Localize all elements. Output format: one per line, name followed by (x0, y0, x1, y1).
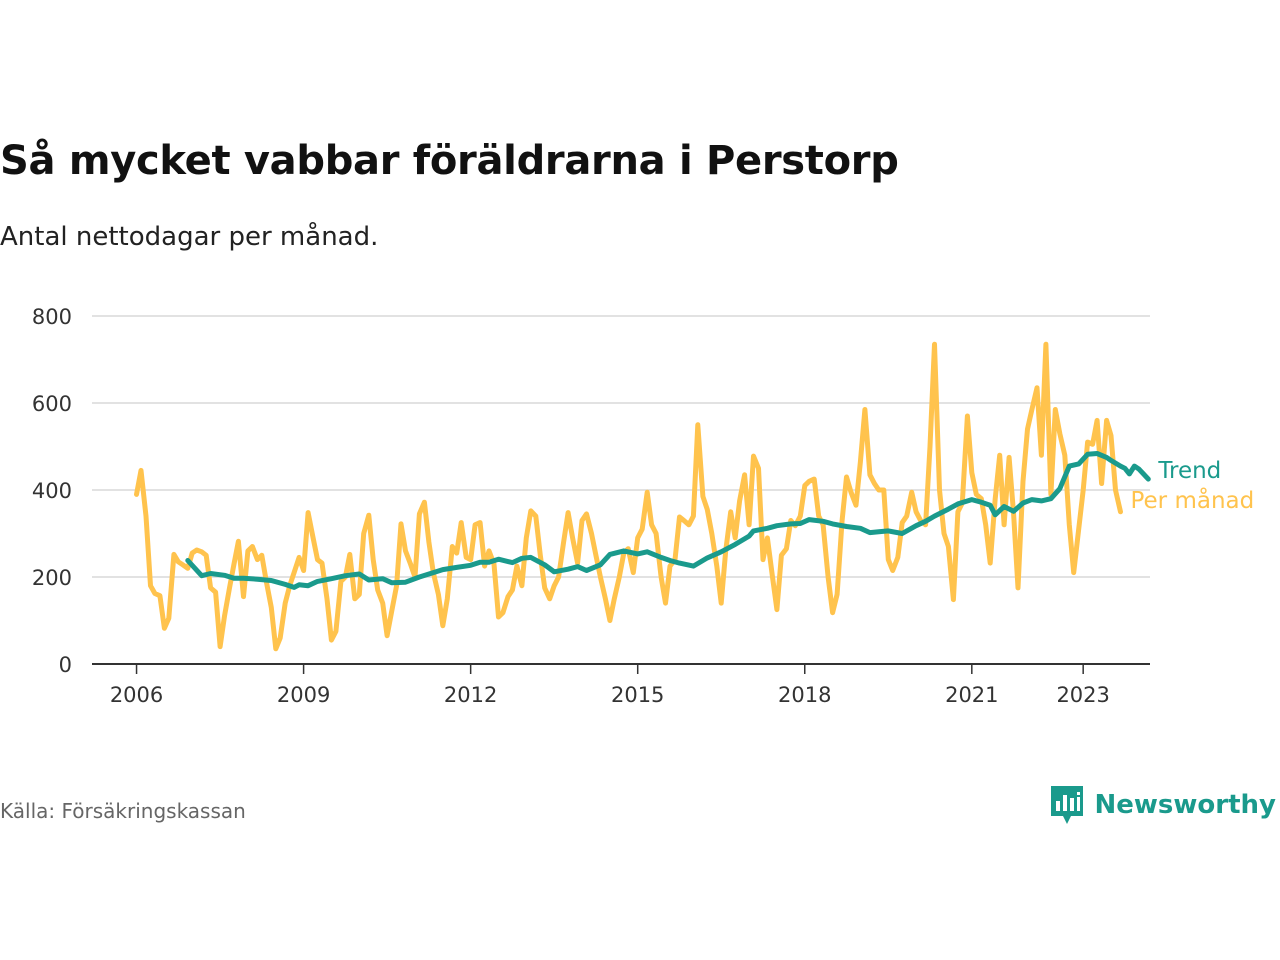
series-line-per-manad (134, 341, 1123, 652)
newsworthy-logo-icon (1050, 786, 1083, 824)
series-lines (134, 341, 1151, 652)
x-tick-label: 2018 (778, 683, 831, 707)
legend-label-trend: Trend (1157, 458, 1221, 484)
brand-name: Newsworthy (1094, 790, 1276, 820)
series-line-trend (185, 451, 1151, 590)
x-tick-label: 2015 (611, 683, 664, 707)
x-tick-label: 2006 (110, 683, 163, 707)
chart-subtitle: Antal nettodagar per månad. (0, 222, 379, 252)
newsworthy-brand[interactable]: Newsworthy (1049, 784, 1276, 826)
x-tick-label: 2009 (277, 683, 330, 707)
x-tick-label: 2021 (945, 683, 998, 707)
y-tick-label: 600 (32, 392, 72, 416)
y-tick-label: 800 (32, 305, 72, 329)
y-tick-label: 0 (59, 653, 72, 677)
chart-title: Så mycket vabbar föräldrarna i Perstorp (0, 138, 899, 184)
y-tick-label: 400 (32, 479, 72, 503)
y-tick-label: 200 (32, 566, 72, 590)
source-note: Källa: Försäkringskassan (0, 799, 246, 823)
legend-label-per-manad: Per månad (1130, 486, 1254, 514)
y-axis-tick-labels: 0 200 400 600 800 (32, 305, 72, 677)
x-axis: 2006 2009 2012 2015 2018 2021 2023 (92, 663, 1150, 707)
x-tick-label: 2012 (444, 683, 497, 707)
x-tick-label: 2023 (1056, 683, 1109, 707)
